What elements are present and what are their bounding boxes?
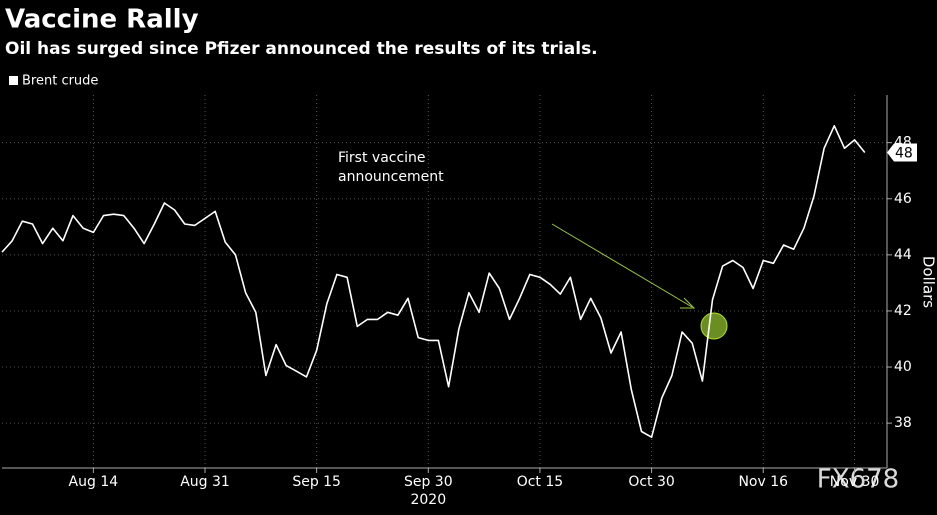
y-tick-label: 40 — [894, 359, 912, 375]
legend-swatch — [9, 76, 18, 85]
chart-title: Vaccine Rally — [5, 5, 199, 35]
arrow-head — [680, 297, 696, 309]
chart-subtitle: Oil has surged since Pfizer announced th… — [5, 39, 598, 59]
x-tick-label: Sep 15 — [292, 474, 341, 490]
y-tick-label: 44 — [894, 247, 912, 263]
y-tick-label: 42 — [894, 303, 912, 319]
annotation-arrow — [551, 223, 693, 308]
x-tick-label: Aug 31 — [180, 474, 230, 490]
watermark: FX678 — [817, 465, 899, 495]
x-tick-label: Nov 30 — [830, 474, 880, 490]
y-axis-label: Dollars — [920, 256, 937, 308]
x-tick-label: Aug 14 — [69, 474, 119, 490]
y-tick-label: 46 — [894, 191, 912, 207]
last-value-flag — [887, 143, 917, 162]
highlight-circle — [700, 312, 728, 340]
x-tick-label: Oct 15 — [517, 474, 563, 490]
line — [1, 125, 866, 438]
x-tick-label: Sep 30 — [404, 474, 453, 490]
year-label: 2020 — [410, 492, 446, 508]
x-tick-label: Oct 30 — [628, 474, 674, 490]
y-tick-label: 38 — [894, 415, 912, 431]
x-tick-label: Nov 16 — [738, 474, 788, 490]
legend-label: Brent crude — [22, 74, 98, 89]
last-value-label: 48 — [895, 145, 913, 161]
annotation: First vaccine announcement — [338, 150, 444, 185]
